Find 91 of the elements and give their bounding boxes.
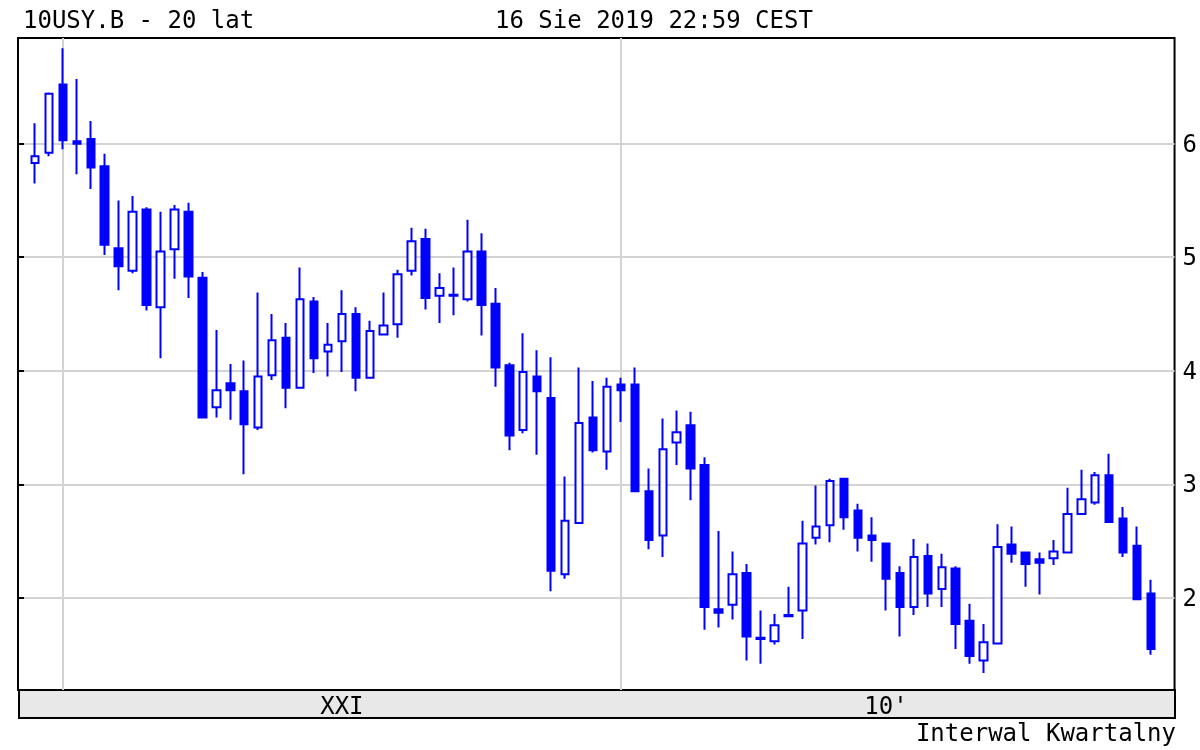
text: Interwal Kwartalny: [915, 719, 1177, 747]
candlestick: [630, 366, 640, 494]
candlestick: [1090, 470, 1100, 506]
candlestick: [1034, 551, 1045, 596]
candlestick: [1048, 539, 1059, 567]
candlestick: [183, 201, 194, 300]
candlestick: [99, 152, 110, 256]
candlestick: [1062, 486, 1073, 554]
candlestick: [797, 519, 808, 640]
x-tick-label: XXI: [320, 692, 364, 720]
candlestick: [1006, 525, 1017, 564]
candlestick: [113, 199, 124, 292]
y-tick-label: 3: [1182, 470, 1197, 499]
candlestick: [518, 332, 528, 435]
candlestick: [378, 291, 389, 336]
candlestick: [30, 122, 40, 185]
candlestick: [588, 380, 598, 454]
candlestick: [1132, 525, 1142, 601]
candlestick: [1118, 506, 1128, 559]
candlestick: [462, 218, 473, 303]
candlestick: [909, 537, 919, 617]
candlestick: [727, 550, 738, 621]
chart-subtitle: 16 Sie 2019 22:59 CEST: [495, 6, 813, 34]
candlestick: [86, 119, 96, 191]
candlestick: [127, 194, 138, 275]
candlestick: [281, 322, 291, 410]
candlestick: [225, 363, 236, 421]
candlestick: [950, 565, 961, 651]
candlestick: [58, 47, 68, 151]
y-tick-label: 4: [1182, 356, 1197, 385]
candlestick: [853, 502, 863, 553]
candlestick: [895, 565, 905, 638]
candlestick: [448, 266, 459, 317]
candlestick: [923, 542, 933, 609]
candlestick: [504, 361, 515, 452]
y-tick-label: 2: [1182, 583, 1197, 612]
candlestick: [267, 313, 277, 381]
candlestick: [1076, 468, 1087, 517]
candlestick: [351, 306, 361, 393]
candlestick: [1146, 578, 1156, 656]
candlestick: [1020, 550, 1031, 588]
candlestick: [992, 523, 1003, 645]
candlestick: [741, 562, 752, 662]
candlestick: [1104, 452, 1114, 523]
chart-title: 10USY.B - 20 lat: [23, 6, 255, 34]
candlestick: [769, 612, 780, 646]
candlestick: [937, 552, 947, 609]
candlestick: [211, 328, 222, 419]
candlestick: [881, 542, 891, 612]
candlestick: [699, 456, 710, 631]
candlestick: [155, 210, 166, 360]
candlestick: [546, 356, 556, 593]
candlestick: [685, 410, 696, 502]
y-tick-label: 5: [1182, 243, 1197, 272]
candlestick: [713, 529, 724, 629]
candlestick: [755, 609, 766, 665]
candlestick: [239, 359, 249, 476]
candlestick: [141, 206, 152, 312]
candlestick: [44, 91, 54, 158]
candlestick: [574, 366, 584, 525]
candlestick: [490, 286, 501, 388]
candlestick: [644, 467, 654, 551]
candlestick: [169, 203, 180, 280]
candlestick: [476, 232, 487, 337]
candlestick: [658, 417, 668, 559]
candlestick: [323, 322, 333, 378]
candlestick: [392, 268, 403, 339]
candlestick: [434, 272, 445, 325]
y-tick-label: 6: [1182, 129, 1197, 158]
candlestick: [783, 585, 794, 619]
candlestick: [406, 226, 417, 277]
candlestick: [72, 77, 82, 176]
candlestick: [825, 477, 835, 544]
candlestick: [337, 289, 347, 373]
candlestick: [964, 602, 975, 665]
candlestick: [420, 227, 431, 311]
candlestick: [602, 376, 612, 471]
candlestick: [532, 349, 542, 456]
candlestick: [197, 270, 208, 420]
x-tick-label: 10': [864, 692, 908, 720]
candlestick: [309, 295, 319, 375]
candlestick: [365, 319, 375, 379]
candlestick: [811, 484, 821, 546]
candlestick: [253, 291, 263, 431]
candlestick: [616, 376, 626, 423]
candlestick: [560, 475, 570, 580]
candlestick: [867, 516, 877, 563]
candlestick: [839, 477, 849, 531]
candlestick: [671, 409, 682, 467]
candlestick: [295, 266, 305, 389]
candlestick: [978, 623, 989, 674]
